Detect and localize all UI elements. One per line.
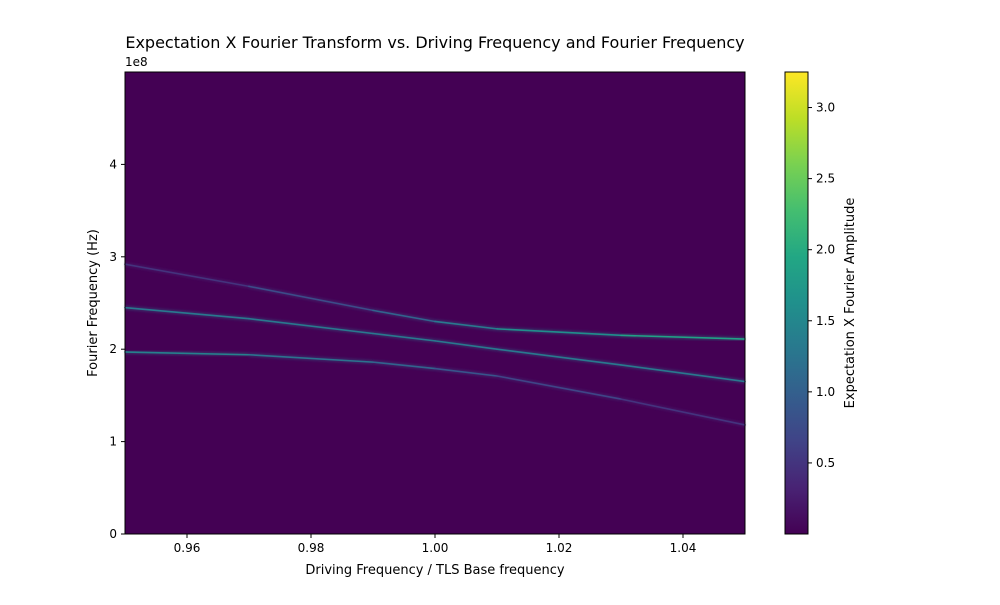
colorbar-tick-label: 0.5 [816, 456, 835, 470]
x-axis-label: Driving Frequency / TLS Base frequency [305, 563, 565, 578]
series-3-segment [372, 309, 436, 323]
series-3-segment [496, 328, 622, 337]
y-tick-label: 2 [109, 342, 117, 356]
series-3-segment [620, 334, 746, 340]
series-2-segment [434, 367, 498, 377]
colorbar-axis: 0.5 1.0 1.5 2.0 2.5 3.0 [808, 101, 835, 470]
series-layer [124, 262, 746, 427]
x-tick-label: 0.96 [174, 541, 201, 555]
series-2-segment [620, 398, 746, 426]
colorbar-tick-label: 1.0 [816, 385, 835, 399]
colorbar-tick-label: 2.0 [816, 243, 835, 257]
x-tick-label: 1.00 [422, 541, 449, 555]
series-1-segment [620, 364, 746, 383]
y-tick-label: 0 [109, 527, 117, 541]
y-axis-label: Fourier Frequency (Hz) [86, 229, 101, 377]
colorbar-label: Expectation X Fourier Amplitude [843, 198, 858, 409]
colorbar [784, 71, 809, 535]
x-tick-label: 1.02 [546, 541, 573, 555]
series-1-segment [434, 340, 498, 351]
x-tick-label: 1.04 [670, 541, 697, 555]
series-3-segment [434, 320, 498, 330]
x-tick-label: 0.98 [298, 541, 325, 555]
y-tick-label: 1 [109, 435, 117, 449]
series-1-segment [372, 332, 436, 342]
series-3-segment [124, 263, 250, 288]
colorbar-tick-label: 2.5 [816, 172, 835, 186]
series-2-segment [372, 361, 436, 370]
plot-background [125, 72, 745, 534]
y-tick-label: 4 [109, 157, 117, 171]
x-axis: 0.96 0.98 1.00 1.02 1.04 [174, 534, 697, 555]
series-3-segment [248, 285, 374, 312]
chart-title: Expectation X Fourier Transform vs. Driv… [125, 33, 744, 52]
y-offset-label: 1e8 [125, 55, 148, 69]
y-tick-label: 3 [109, 250, 117, 264]
colorbar-tick-label: 1.5 [816, 314, 835, 328]
series-2-segment [496, 375, 622, 400]
series-1-segment [248, 317, 374, 335]
colorbar-tick-label: 3.0 [816, 101, 835, 115]
series-1-segment [124, 306, 250, 320]
series-2-segment [248, 353, 374, 363]
series-1-segment [496, 348, 622, 366]
series-2-segment [124, 351, 250, 356]
y-axis: 0 1 2 3 4 [109, 157, 125, 541]
